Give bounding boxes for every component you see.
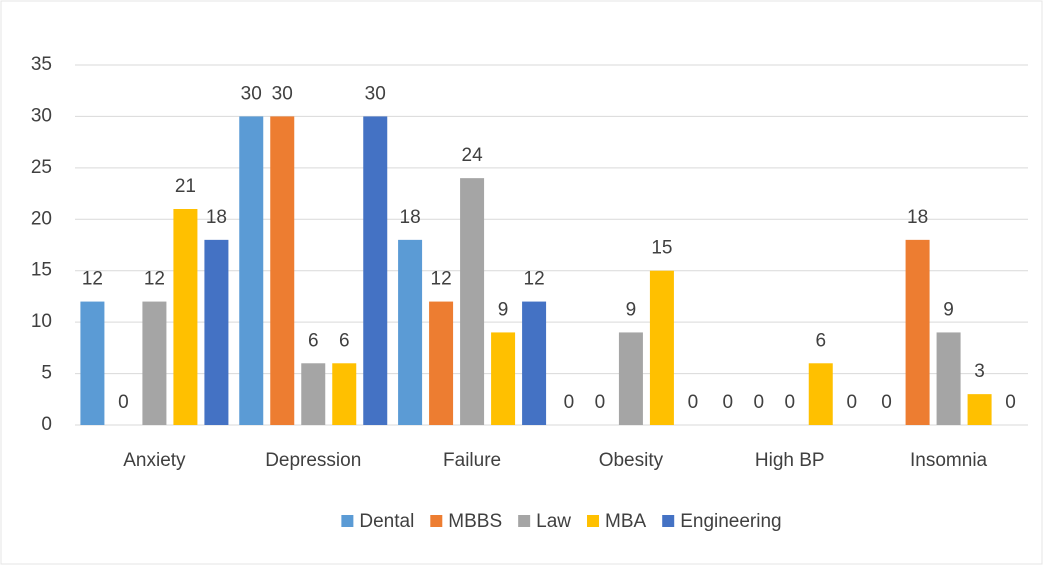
data-label: 0: [722, 392, 733, 413]
y-tick-label: 20: [31, 208, 52, 229]
bar: [239, 116, 264, 425]
bar: [270, 116, 295, 425]
bar: [491, 332, 516, 425]
y-tick-label: 25: [31, 157, 52, 178]
legend-label: Dental: [359, 511, 414, 532]
y-tick-label: 15: [31, 260, 52, 281]
bar: [618, 332, 643, 425]
bar: [649, 270, 674, 425]
bar: [936, 332, 961, 425]
data-label: 30: [241, 83, 262, 104]
data-label: 0: [1005, 392, 1016, 413]
data-label: 9: [626, 299, 637, 320]
bar: [301, 363, 326, 425]
data-label: 6: [339, 330, 350, 351]
data-label: 0: [595, 392, 606, 413]
data-label: 0: [118, 392, 129, 413]
data-label: 0: [846, 392, 857, 413]
bar: [173, 209, 198, 425]
bar: [142, 301, 167, 425]
y-tick-label: 10: [31, 311, 52, 332]
y-tick-label: 30: [31, 105, 52, 126]
data-label: 18: [400, 207, 421, 228]
x-tick-label: Failure: [443, 450, 501, 471]
y-tick-label: 35: [31, 54, 52, 75]
bar: [905, 239, 930, 425]
y-tick-label: 0: [41, 414, 52, 435]
legend-swatch: [587, 515, 600, 527]
x-tick-label: Insomnia: [910, 450, 988, 471]
data-label: 0: [564, 392, 575, 413]
legend-swatch: [518, 515, 531, 527]
bar: [808, 363, 833, 425]
data-label: 18: [907, 207, 928, 228]
x-tick-label: High BP: [755, 450, 825, 471]
bar: [522, 301, 547, 425]
data-label: 0: [784, 392, 795, 413]
data-label: 15: [651, 238, 672, 259]
legend-label: MBBS: [448, 511, 502, 532]
legend-swatch: [341, 515, 354, 527]
legend-label: Engineering: [680, 511, 781, 532]
data-label: 6: [308, 330, 319, 351]
data-label: 18: [206, 207, 227, 228]
data-label: 30: [365, 83, 386, 104]
bar: [363, 116, 388, 425]
data-label: 24: [462, 145, 484, 166]
data-label: 0: [753, 392, 764, 413]
data-label: 30: [272, 83, 293, 104]
x-tick-label: Depression: [265, 450, 361, 471]
legend-swatch: [430, 515, 443, 527]
x-tick-label: Obesity: [599, 450, 664, 471]
bar: [80, 301, 105, 425]
y-tick-label: 5: [41, 363, 52, 384]
data-label: 0: [688, 392, 699, 413]
data-label: 9: [943, 299, 954, 320]
legend-swatch: [662, 515, 675, 527]
data-label: 21: [175, 176, 196, 197]
bar: [429, 301, 454, 425]
bar: [398, 239, 423, 425]
bar: [332, 363, 357, 425]
legend-label: Law: [536, 511, 571, 532]
legend-label: MBA: [605, 511, 647, 532]
bar: [460, 178, 485, 425]
bar: [204, 239, 229, 425]
data-label: 0: [881, 392, 892, 413]
bar: [967, 394, 992, 425]
data-label: 12: [82, 269, 103, 290]
data-label: 9: [498, 299, 509, 320]
data-label: 3: [974, 361, 985, 382]
data-label: 6: [815, 330, 826, 351]
x-tick-label: Anxiety: [123, 450, 186, 471]
data-label: 12: [431, 269, 452, 290]
data-label: 12: [144, 269, 165, 290]
data-label: 12: [524, 269, 545, 290]
